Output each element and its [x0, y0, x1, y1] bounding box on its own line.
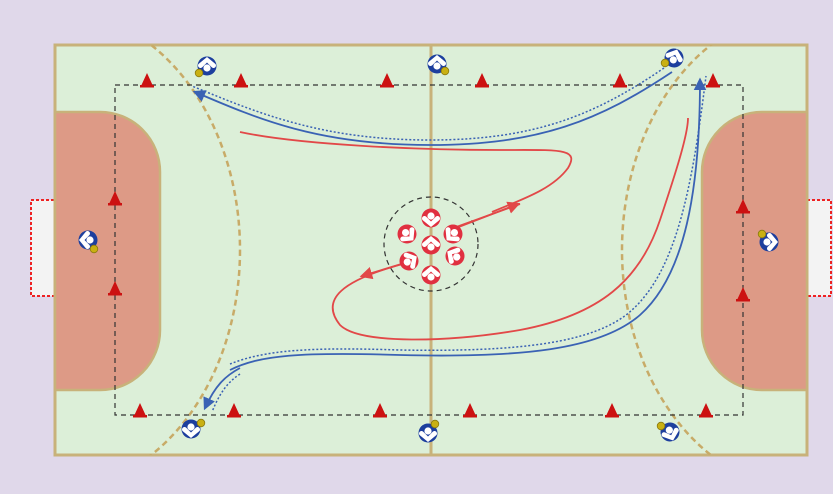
- player-blue-bottom-left: [181, 418, 206, 439]
- player-red-1: [421, 208, 441, 228]
- cones: [108, 73, 750, 418]
- player-blue-top-left-ball: [194, 68, 204, 78]
- cone-bottom-6: [699, 403, 713, 418]
- player-red-4: [421, 235, 441, 255]
- player-blue-top-right: [660, 48, 684, 68]
- cone-top-5: [613, 73, 627, 88]
- player-red-7: [421, 265, 441, 285]
- player-red-5: [399, 251, 419, 271]
- cone-right-2: [736, 287, 750, 302]
- cone-left-1: [108, 191, 122, 206]
- cone-left-2: [108, 281, 122, 296]
- goal-left: [30, 199, 56, 297]
- path-red-arrow-1: [455, 201, 521, 229]
- cone-right-1: [736, 199, 750, 214]
- player-red-3: [443, 224, 463, 244]
- player-blue-bottom-center: [418, 419, 440, 443]
- player-blue-goal-left: [78, 230, 99, 254]
- player-blue-top-right-ball: [660, 58, 670, 68]
- goal-area-left: [55, 110, 162, 392]
- cone-bottom-4: [463, 403, 477, 418]
- player-blue-bottom-right-ball: [656, 421, 666, 431]
- player-red-2: [397, 224, 417, 244]
- cone-bottom-5: [605, 403, 619, 418]
- goal-right: [806, 199, 832, 297]
- cone-bottom-2: [227, 403, 241, 418]
- goal-area-right: [700, 110, 807, 392]
- cone-top-2: [234, 73, 248, 88]
- free-throw-line-right: [620, 45, 713, 455]
- player-blue-bottom-center-ball: [430, 419, 440, 429]
- path-blue-top: [191, 67, 673, 146]
- path-blue-right: [229, 75, 707, 371]
- cone-top-4: [475, 73, 489, 88]
- cone-top-3: [380, 73, 394, 88]
- drill-boundary: [114, 84, 744, 416]
- free-throw-line-left: [149, 45, 242, 455]
- player-blue-top-left: [194, 56, 217, 78]
- red-players: [397, 208, 465, 285]
- player-blue-bottom-right: [656, 421, 680, 442]
- player-blue-goal-left-ball: [89, 244, 99, 254]
- player-blue-goal-right-ball: [757, 229, 767, 239]
- player-blue-top-center: [427, 54, 450, 76]
- center-circle: [383, 196, 479, 292]
- cone-top-1: [140, 73, 154, 88]
- cone-top-6: [706, 73, 720, 88]
- player-blue-top-center-ball: [440, 66, 450, 76]
- player-blue-bottom-left-ball: [196, 418, 206, 428]
- cone-bottom-1: [133, 403, 147, 418]
- path-blue-bottom-left: [203, 367, 241, 413]
- cone-bottom-3: [373, 403, 387, 418]
- player-blue-goal-right: [757, 229, 779, 252]
- player-red-6: [445, 246, 465, 266]
- blue-players: [78, 48, 779, 443]
